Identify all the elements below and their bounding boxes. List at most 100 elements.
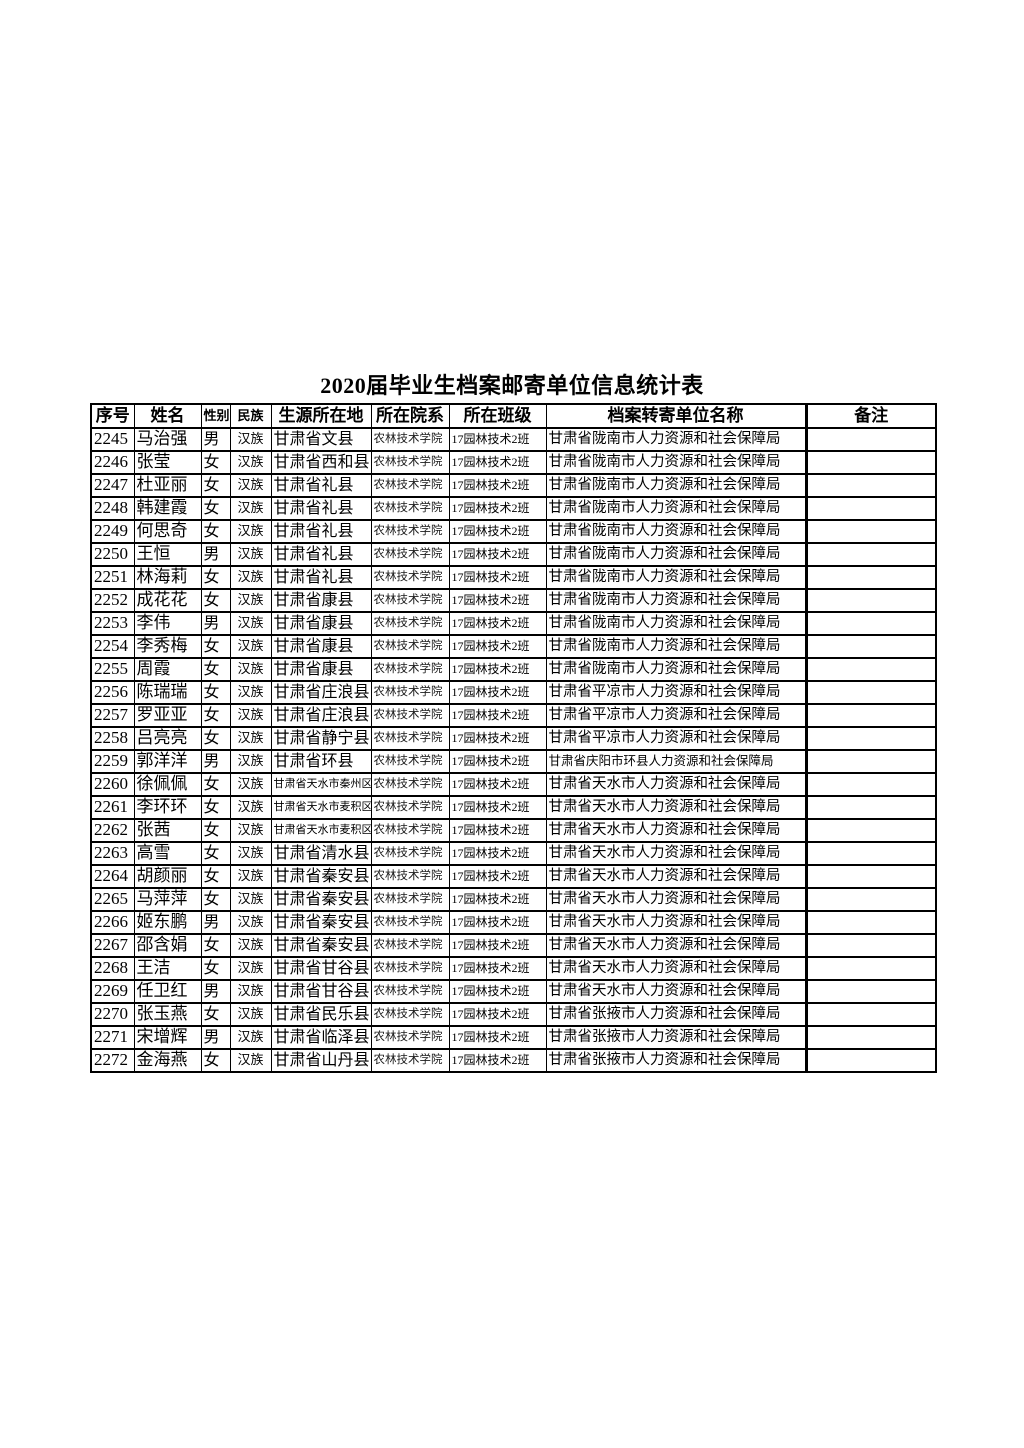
cell-class: 17园林技术2班 [448, 1002, 547, 1027]
cell-ethnicity: 汉族 [229, 473, 272, 498]
cell-origin: 甘肃省天水市麦积区 [270, 818, 372, 843]
cell-serial: 2252 [90, 588, 135, 613]
cell-origin: 甘肃省天水市麦积区 [270, 795, 372, 820]
cell-unit: 甘肃省天水市人力资源和社会保障局 [545, 795, 807, 820]
column-header-name: 姓名 [133, 403, 202, 429]
cell-serial: 2257 [90, 703, 135, 728]
column-header-origin: 生源所在地 [270, 403, 372, 429]
cell-origin: 甘肃省康县 [270, 657, 372, 682]
cell-remarks [804, 933, 937, 958]
cell-name: 李环环 [133, 795, 202, 820]
table-header: 序号 姓名 性别 民族 生源所在地 所在院系 所在班级 档案转寄单位名称 备注 [90, 403, 937, 429]
cell-department: 农林技术学院 [370, 657, 450, 682]
cell-gender: 女 [200, 887, 231, 912]
cell-unit: 甘肃省陇南市人力资源和社会保障局 [545, 450, 807, 475]
cell-serial: 2258 [90, 726, 135, 751]
cell-class: 17园林技术2班 [448, 933, 547, 958]
cell-department: 农林技术学院 [370, 427, 450, 452]
cell-serial: 2271 [90, 1025, 135, 1050]
cell-class: 17园林技术2班 [448, 956, 547, 981]
cell-origin: 甘肃省秦安县 [270, 910, 372, 935]
cell-department: 农林技术学院 [370, 933, 450, 958]
table-row: 2264 胡颜丽 女 汉族 甘肃省秦安县 农林技术学院 17园林技术2班 甘肃省… [90, 864, 937, 889]
table-row: 2270 张玉燕 女 汉族 甘肃省民乐县 农林技术学院 17园林技术2班 甘肃省… [90, 1002, 937, 1027]
cell-origin: 甘肃省康县 [270, 588, 372, 613]
cell-origin: 甘肃省甘谷县 [270, 979, 372, 1004]
cell-gender: 女 [200, 864, 231, 889]
cell-class: 17园林技术2班 [448, 450, 547, 475]
cell-remarks [804, 1002, 937, 1027]
cell-unit: 甘肃省陇南市人力资源和社会保障局 [545, 657, 807, 682]
cell-gender: 女 [200, 795, 231, 820]
table-row: 2259 郭洋洋 男 汉族 甘肃省环县 农林技术学院 17园林技术2班 甘肃省庆… [90, 749, 937, 774]
cell-gender: 女 [200, 772, 231, 797]
table-row: 2253 李伟 男 汉族 甘肃省康县 农林技术学院 17园林技术2班 甘肃省陇南… [90, 611, 937, 636]
cell-unit: 甘肃省陇南市人力资源和社会保障局 [545, 588, 807, 613]
cell-serial: 2249 [90, 519, 135, 544]
cell-ethnicity: 汉族 [229, 611, 272, 636]
cell-ethnicity: 汉族 [229, 657, 272, 682]
cell-gender: 女 [200, 473, 231, 498]
cell-serial: 2262 [90, 818, 135, 843]
cell-department: 农林技术学院 [370, 703, 450, 728]
table-row: 2271 宋增辉 男 汉族 甘肃省临泽县 农林技术学院 17园林技术2班 甘肃省… [90, 1025, 937, 1050]
cell-gender: 女 [200, 726, 231, 751]
cell-class: 17园林技术2班 [448, 611, 547, 636]
cell-department: 农林技术学院 [370, 565, 450, 590]
cell-gender: 女 [200, 1048, 231, 1073]
cell-origin: 甘肃省礼县 [270, 565, 372, 590]
cell-class: 17园林技术2班 [448, 841, 547, 866]
cell-class: 17园林技术2班 [448, 680, 547, 705]
cell-department: 农林技术学院 [370, 795, 450, 820]
cell-remarks [804, 473, 937, 498]
cell-serial: 2260 [90, 772, 135, 797]
cell-gender: 男 [200, 749, 231, 774]
cell-unit: 甘肃省陇南市人力资源和社会保障局 [545, 611, 807, 636]
cell-name: 韩建霞 [133, 496, 202, 521]
cell-ethnicity: 汉族 [229, 496, 272, 521]
cell-remarks [804, 887, 937, 912]
cell-origin: 甘肃省环县 [270, 749, 372, 774]
cell-serial: 2268 [90, 956, 135, 981]
cell-serial: 2256 [90, 680, 135, 705]
cell-name: 马治强 [133, 427, 202, 452]
cell-serial: 2269 [90, 979, 135, 1004]
cell-department: 农林技术学院 [370, 864, 450, 889]
cell-gender: 女 [200, 680, 231, 705]
cell-serial: 2245 [90, 427, 135, 452]
cell-origin: 甘肃省庄浪县 [270, 680, 372, 705]
cell-remarks [804, 772, 937, 797]
column-header-ethnicity: 民族 [229, 403, 272, 429]
cell-ethnicity: 汉族 [229, 450, 272, 475]
cell-gender: 女 [200, 519, 231, 544]
cell-gender: 女 [200, 657, 231, 682]
table-row: 2265 马萍萍 女 汉族 甘肃省秦安县 农林技术学院 17园林技术2班 甘肃省… [90, 887, 937, 912]
table-row: 2250 王恒 男 汉族 甘肃省礼县 农林技术学院 17园林技术2班 甘肃省陇南… [90, 542, 937, 567]
cell-name: 宋增辉 [133, 1025, 202, 1050]
table-row: 2247 杜亚丽 女 汉族 甘肃省礼县 农林技术学院 17园林技术2班 甘肃省陇… [90, 473, 937, 498]
cell-gender: 男 [200, 542, 231, 567]
cell-remarks [804, 565, 937, 590]
cell-unit: 甘肃省天水市人力资源和社会保障局 [545, 979, 807, 1004]
cell-department: 农林技术学院 [370, 1025, 450, 1050]
cell-name: 姬东鹏 [133, 910, 202, 935]
cell-unit: 甘肃省平凉市人力资源和社会保障局 [545, 726, 807, 751]
cell-department: 农林技术学院 [370, 887, 450, 912]
cell-name: 罗亚亚 [133, 703, 202, 728]
cell-ethnicity: 汉族 [229, 588, 272, 613]
cell-origin: 甘肃省秦安县 [270, 887, 372, 912]
cell-gender: 女 [200, 450, 231, 475]
cell-class: 17园林技术2班 [448, 749, 547, 774]
cell-name: 邵含娟 [133, 933, 202, 958]
cell-remarks [804, 496, 937, 521]
cell-name: 张茜 [133, 818, 202, 843]
cell-serial: 2250 [90, 542, 135, 567]
cell-remarks [804, 680, 937, 705]
table-row: 2268 王洁 女 汉族 甘肃省甘谷县 农林技术学院 17园林技术2班 甘肃省天… [90, 956, 937, 981]
cell-serial: 2253 [90, 611, 135, 636]
cell-ethnicity: 汉族 [229, 772, 272, 797]
cell-unit: 甘肃省张掖市人力资源和社会保障局 [545, 1002, 807, 1027]
table-row: 2257 罗亚亚 女 汉族 甘肃省庄浪县 农林技术学院 17园林技术2班 甘肃省… [90, 703, 937, 728]
cell-ethnicity: 汉族 [229, 818, 272, 843]
cell-remarks [804, 726, 937, 751]
